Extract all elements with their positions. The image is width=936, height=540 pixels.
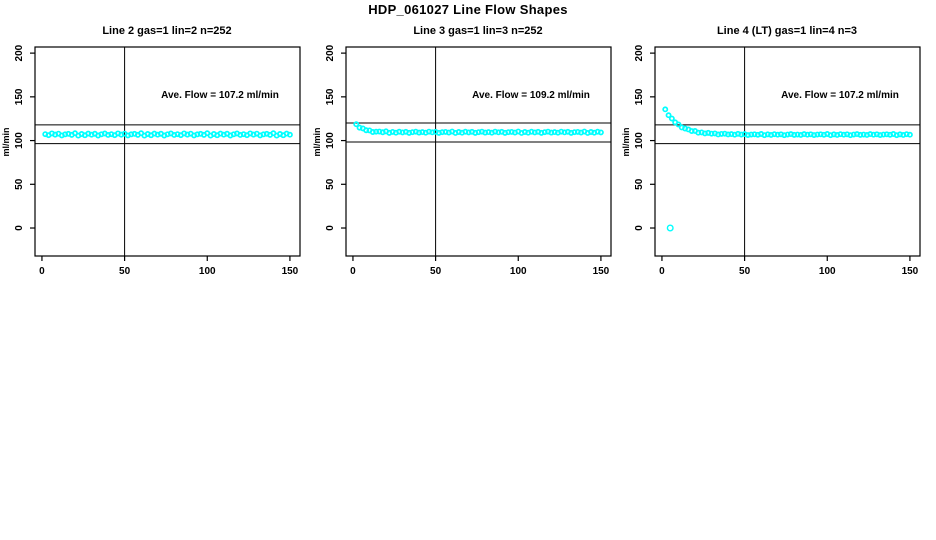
- x-tick-label: 50: [430, 266, 442, 277]
- scatter-point: [571, 129, 578, 136]
- scatter-point: [748, 131, 755, 138]
- panel-title-line4: Line 4 (LT) gas=1 lin=4 n=3: [716, 25, 858, 37]
- scatter-point: [725, 131, 732, 138]
- scatter-point: [353, 121, 360, 128]
- scatter-point: [880, 131, 887, 138]
- scatter-point: [373, 128, 380, 135]
- y-tick-label: 50: [14, 178, 25, 190]
- ave-flow-annotation-line3: Ave. Flow = 109.2 ml/min: [472, 90, 590, 101]
- panel-line4: 0 50 100 150 0 50 100 150 200 ml/min: [621, 44, 921, 277]
- y-tick-label: 100: [634, 132, 645, 149]
- x-tick-label: 0: [659, 266, 665, 277]
- scatter-point: [857, 131, 864, 138]
- y-tick-label: 150: [634, 88, 645, 105]
- x-tick-label: 100: [199, 266, 216, 277]
- scatter-point: [665, 112, 672, 119]
- scatter-point: [906, 131, 913, 138]
- scatter-point: [718, 130, 725, 137]
- x-tick-label: 50: [739, 266, 751, 277]
- panel-box: [34, 46, 301, 257]
- x-tick-label: 100: [819, 266, 836, 277]
- outlier-point: [666, 224, 674, 232]
- y-tick-label: 0: [634, 225, 645, 231]
- x-tick-label: 50: [119, 266, 131, 277]
- scatter-point: [675, 121, 682, 128]
- y-tick-label: 0: [325, 225, 336, 231]
- x-tick-label: 100: [510, 266, 527, 277]
- y-axis-label: ml/min: [621, 127, 631, 156]
- panel-line3: 0 50 100 150 0 50 100 150 200 ml/min: [312, 44, 612, 277]
- scatter-point: [708, 130, 715, 137]
- y-tick-label: 100: [325, 132, 336, 149]
- y-tick-label: 200: [634, 44, 645, 61]
- y-tick-label: 0: [14, 225, 25, 231]
- panel-box: [345, 46, 612, 257]
- scatter-point: [791, 131, 798, 138]
- scatter-point: [439, 129, 446, 136]
- y-axis-label: ml/min: [1, 127, 11, 156]
- scatter-point: [814, 131, 821, 138]
- y-axis-label: ml/min: [312, 127, 322, 156]
- panel-line2: 0 50 100 150 0 50 100 150 200 ml/min: [1, 44, 301, 277]
- scatter-point: [597, 129, 604, 136]
- x-tick-label: 150: [282, 266, 299, 277]
- y-tick-label: 50: [325, 178, 336, 190]
- scatter-point: [662, 106, 669, 113]
- scatter-point: [695, 129, 702, 136]
- x-tick-label: 0: [39, 266, 45, 277]
- scatter-point: [668, 115, 675, 122]
- scatter-point: [688, 128, 695, 134]
- figure-title: HDP_061027 Line Flow Shapes: [368, 2, 568, 17]
- scatter-point: [505, 129, 512, 136]
- y-tick-label: 200: [325, 44, 336, 61]
- y-tick-label: 50: [634, 178, 645, 190]
- plots-svg: 0 50 100 150 0 50 100 150 200 ml/min 0 50 100 150 0 50…: [1, 44, 921, 277]
- y-tick-label: 100: [14, 132, 25, 149]
- scatter-point: [286, 131, 293, 138]
- scatter-point: [363, 127, 370, 134]
- x-tick-label: 150: [902, 266, 919, 277]
- panel-title-line2: Line 2 gas=1 lin=2 n=252: [102, 25, 232, 37]
- scatter-point: [369, 129, 376, 135]
- y-tick-label: 150: [325, 88, 336, 105]
- panel-title-line3: Line 3 gas=1 lin=3 n=252: [413, 25, 543, 37]
- panel-box: [654, 46, 921, 257]
- y-tick-label: 150: [14, 88, 25, 105]
- ave-flow-annotation-line4: Ave. Flow = 107.2 ml/min: [781, 90, 899, 101]
- x-tick-label: 150: [593, 266, 610, 277]
- y-tick-label: 200: [14, 44, 25, 61]
- ave-flow-annotation-line2: Ave. Flow = 107.2 ml/min: [161, 90, 279, 101]
- x-tick-label: 0: [350, 266, 356, 277]
